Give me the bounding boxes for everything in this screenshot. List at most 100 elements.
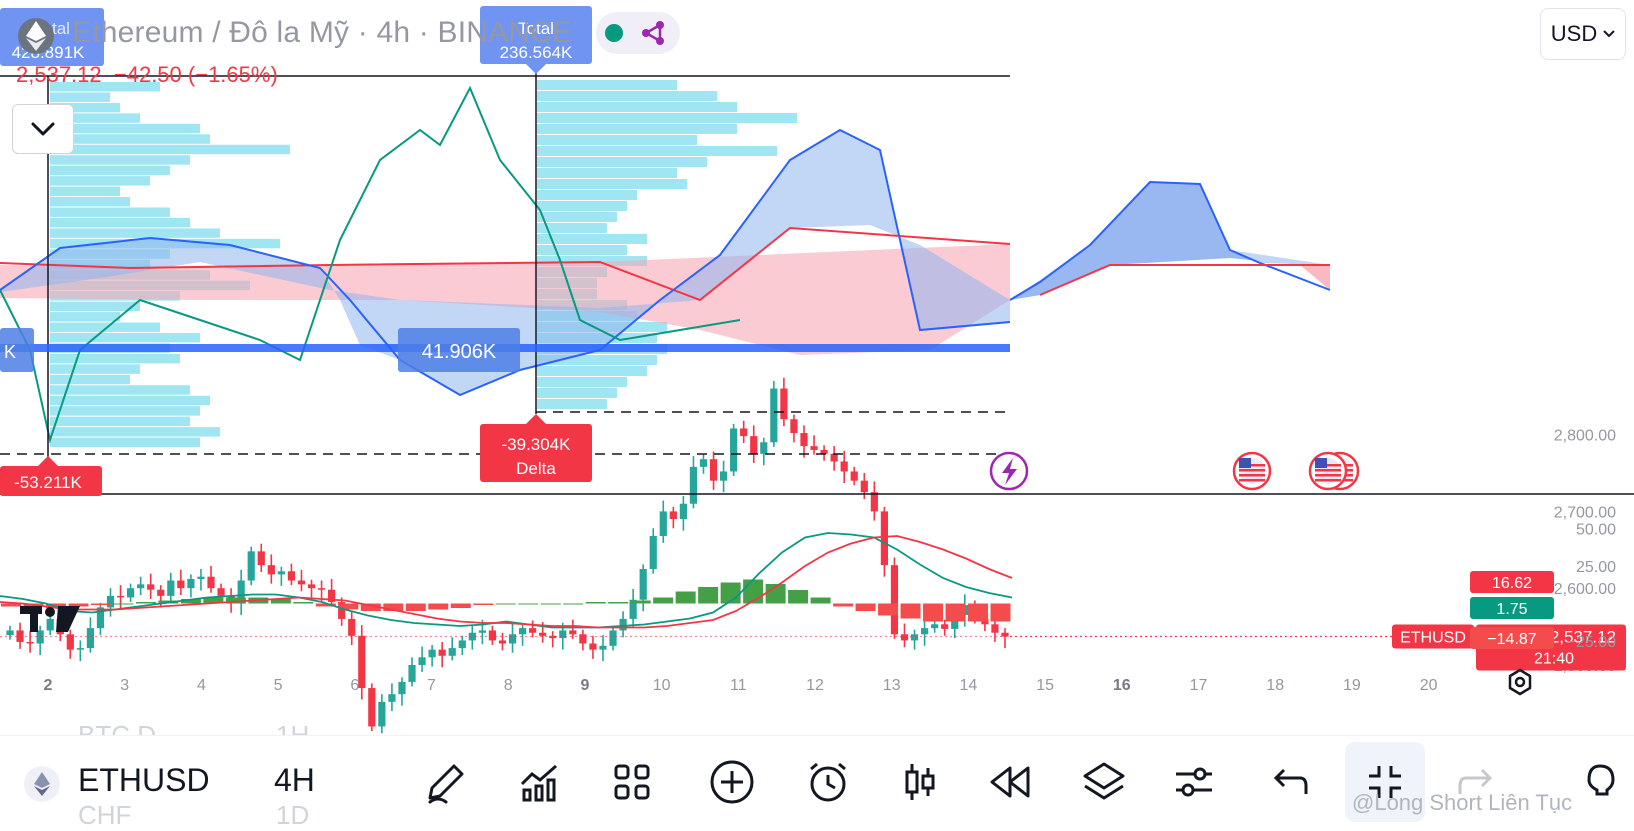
macd-histogram-bar	[360, 603, 381, 611]
candle-body	[800, 433, 808, 447]
interval-button[interactable]: 4H	[274, 762, 315, 798]
chart-type-button[interactable]	[892, 754, 948, 810]
candle-body	[890, 565, 899, 635]
candle-body	[167, 580, 175, 596]
candle-body	[840, 461, 848, 472]
right-profile-bar	[537, 377, 627, 387]
macd-histogram-bar	[810, 597, 831, 604]
alert-button[interactable]	[800, 754, 856, 810]
ideas-button[interactable]	[1580, 754, 1620, 810]
macd-histogram-bar	[945, 603, 966, 622]
symbol-badge	[1392, 624, 1474, 649]
undo-icon	[1273, 768, 1308, 794]
candle-body	[257, 551, 265, 566]
macd-histogram-bar	[90, 603, 111, 605]
redo-button[interactable]	[1448, 754, 1504, 810]
poc-box	[398, 328, 520, 372]
candle-body	[539, 632, 547, 636]
watermark: @Long Short Liên Tục	[1352, 790, 1573, 815]
layout-button[interactable]	[604, 754, 660, 810]
collapse-legend-button[interactable]	[12, 104, 74, 154]
tenkan-line	[0, 128, 1011, 397]
candle-body	[468, 632, 476, 641]
time-tick-label: 9	[580, 677, 589, 694]
macd-histogram-bar	[968, 603, 989, 622]
macd-tick-label: 50.00	[1576, 522, 1616, 539]
time-tick-label: 14	[960, 677, 978, 694]
candle-body	[850, 471, 858, 481]
left-profile-bar	[50, 416, 190, 427]
symbol-button[interactable]: ETHUSD	[78, 762, 210, 798]
undo-button[interactable]	[1262, 754, 1318, 810]
right-profile-bar	[537, 234, 647, 244]
poc-value: 41.906K	[422, 341, 497, 363]
candle-body	[197, 576, 205, 579]
macd-histogram-bar	[878, 603, 899, 616]
time-tick-label: 6	[350, 677, 359, 694]
us-flag-event-icon	[1232, 451, 1272, 491]
settings-button[interactable]	[1166, 754, 1222, 810]
fullscreen-exit-button[interactable]	[1345, 742, 1425, 822]
candle-body	[559, 630, 567, 639]
indicators-button[interactable]	[512, 754, 568, 810]
macd-histogram-bar	[743, 579, 764, 604]
macd-histogram-bar	[383, 603, 404, 611]
left-profile-bar	[50, 312, 120, 322]
candle-body	[699, 459, 708, 467]
right-profile-bar	[537, 102, 737, 112]
left-profile-bar	[50, 207, 170, 217]
candle-body	[709, 459, 718, 481]
ghost-row-2: CHF	[78, 800, 132, 830]
candle-body	[86, 628, 95, 649]
left-profile-bar	[50, 144, 290, 155]
left-profile-bar	[50, 385, 190, 395]
grid-icon	[614, 764, 650, 800]
candle-body	[478, 630, 486, 633]
left-profile-bar	[50, 165, 170, 176]
left-edge-label: K	[4, 342, 16, 362]
alarm-icon	[810, 762, 846, 802]
candle-body	[46, 618, 54, 631]
add-button[interactable]	[704, 754, 760, 810]
candle-body	[529, 628, 537, 633]
delta-right-label: Delta	[516, 459, 556, 478]
candle-body	[589, 643, 597, 650]
collapse-icon	[1369, 766, 1401, 798]
flag-canton	[1315, 458, 1327, 468]
lightning-shape	[1002, 458, 1017, 485]
time-tick-label: 8	[504, 677, 513, 694]
left-profile-bar	[50, 228, 220, 238]
objects-button[interactable]	[1076, 754, 1132, 810]
right-profile-bar	[537, 146, 777, 156]
delta-right-value: -39.304K	[502, 435, 572, 454]
currency-selector[interactable]: USD	[1540, 8, 1626, 60]
status-dot-icon	[605, 24, 623, 42]
right-profile-bar	[537, 245, 627, 255]
candle-body	[981, 618, 989, 625]
hex-shape	[1508, 668, 1532, 696]
cumulative-delta-line	[0, 85, 741, 444]
candle-body	[629, 599, 637, 619]
lightning-event-icon	[989, 451, 1029, 491]
candle-body	[297, 580, 306, 585]
redo-icon	[1458, 768, 1493, 794]
right-profile-bar	[537, 223, 607, 233]
candle-body	[860, 480, 868, 493]
candles	[6, 377, 1009, 734]
macd-histogram-bar	[203, 597, 224, 604]
flag-stripe	[1239, 464, 1265, 467]
time-tick-label: 10	[653, 677, 671, 694]
candle-body	[307, 584, 316, 589]
signal-value-badge: −14.87	[1487, 631, 1536, 648]
price-tick-label: 2,800.00	[1554, 428, 1616, 445]
replay-button[interactable]	[982, 754, 1038, 810]
draw-button[interactable]	[418, 754, 474, 810]
right-profile-bar	[537, 388, 617, 398]
candle-body	[157, 589, 165, 596]
bottom-toolbar: ETHUSD 4H	[0, 735, 1634, 829]
macd-tick-label: 25.00	[1576, 559, 1616, 576]
candle-body	[277, 571, 285, 575]
candle-body	[177, 580, 185, 589]
chart-title: Ethereum / Đô la Mỹ · 4h · BINANCE	[72, 16, 573, 49]
